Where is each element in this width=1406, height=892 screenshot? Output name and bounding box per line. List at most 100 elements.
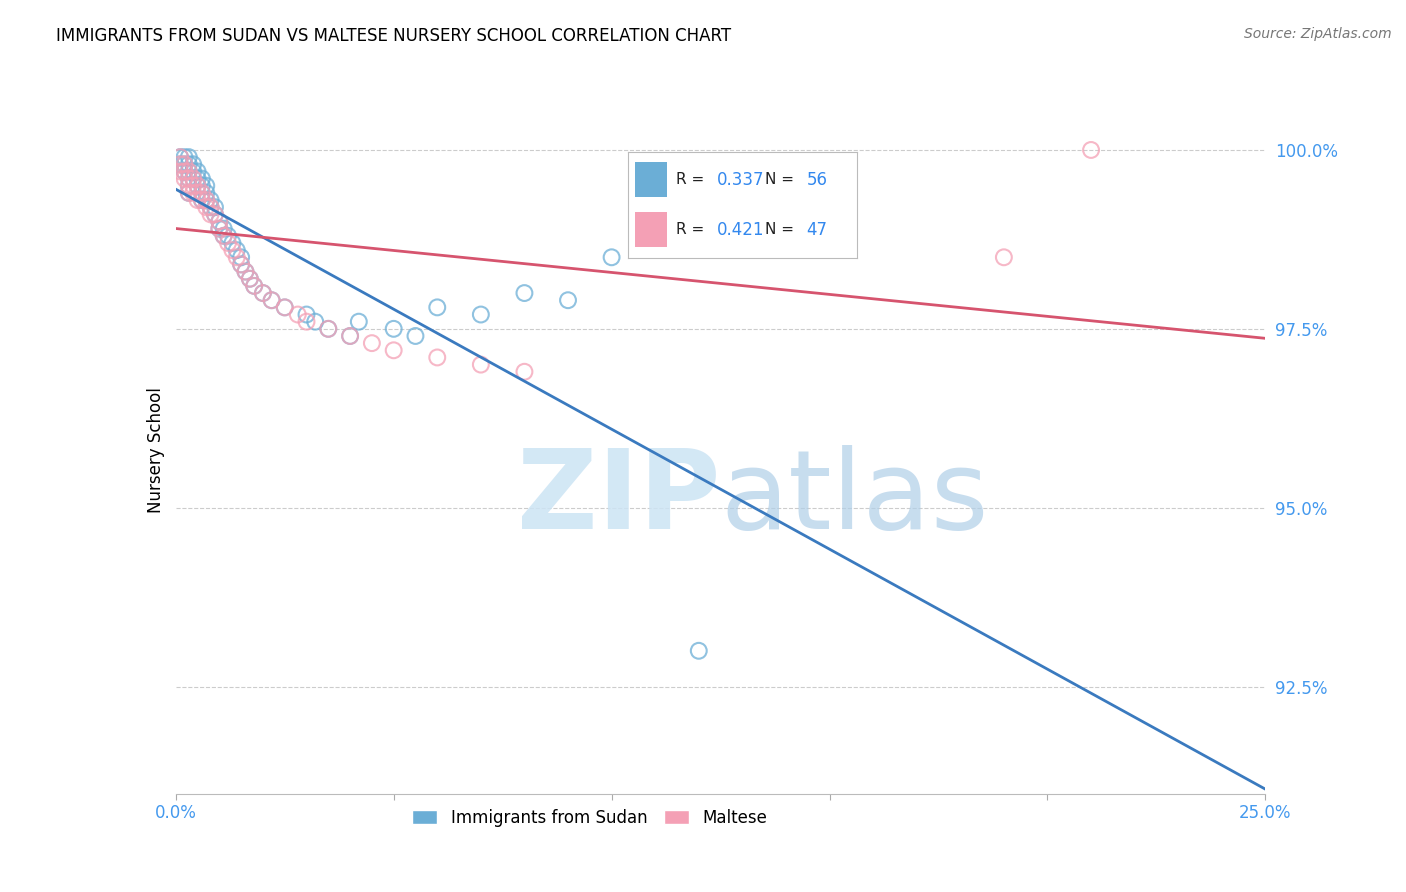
Point [181,157,204,171]
Point [186,178,209,193]
Point [200,207,222,221]
Text: N =: N = [765,172,799,187]
Point [212,221,235,235]
Legend: Immigrants from Sudan, Maltese: Immigrants from Sudan, Maltese [406,802,773,834]
Point [231,257,253,271]
Point [204,207,226,221]
Point [225,250,247,264]
Point [304,315,326,329]
Point [221,243,243,257]
Point [191,171,214,186]
Point [191,193,214,207]
Point [204,207,226,221]
Point [200,200,222,214]
Point [347,315,370,329]
Text: 0.421: 0.421 [717,221,765,239]
Point [208,221,231,235]
Point [339,329,361,343]
Point [169,150,191,164]
Point [181,171,204,186]
Point [195,200,218,214]
Point [212,228,235,243]
Point [382,322,405,336]
Point [181,178,204,193]
Text: 47: 47 [807,221,828,239]
Point [225,243,247,257]
Point [177,186,200,200]
Point [173,157,195,171]
Point [177,178,200,193]
Point [274,301,297,315]
Text: 0.337: 0.337 [717,171,765,189]
Point [557,293,579,308]
Point [173,157,195,171]
Point [600,250,623,264]
Point [217,235,239,250]
Point [177,171,200,186]
Point [181,171,204,186]
Point [688,644,710,658]
Text: ZIP: ZIP [517,445,721,552]
Y-axis label: Nursery School: Nursery School [146,387,165,514]
Point [195,178,218,193]
Point [204,200,226,214]
Point [169,150,191,164]
Point [173,164,195,178]
Point [231,250,253,264]
Point [186,186,209,200]
Point [195,193,218,207]
Point [217,228,239,243]
Point [513,365,536,379]
Point [173,164,195,178]
Point [235,264,257,278]
Point [177,164,200,178]
Point [191,193,214,207]
Point [169,157,191,171]
Point [212,228,235,243]
Point [208,221,231,235]
Point [177,186,200,200]
Point [260,293,283,308]
Point [181,186,204,200]
Point [405,329,427,343]
Point [177,150,200,164]
Point [173,171,195,186]
Point [195,193,218,207]
Point [252,286,274,301]
Point [200,193,222,207]
Point [195,186,218,200]
Point [470,308,492,322]
Point [239,271,262,285]
Point [208,214,231,228]
Bar [636,162,666,197]
Bar [636,212,666,247]
Point [231,257,253,271]
Point [200,200,222,214]
Point [426,351,449,365]
Point [470,358,492,372]
Point [186,193,209,207]
Point [177,171,200,186]
Point [295,308,318,322]
Point [252,286,274,301]
Point [993,250,1015,264]
Point [221,235,243,250]
Text: IMMIGRANTS FROM SUDAN VS MALTESE NURSERY SCHOOL CORRELATION CHART: IMMIGRANTS FROM SUDAN VS MALTESE NURSERY… [56,27,731,45]
Point [318,322,340,336]
Point [191,186,214,200]
Text: atlas: atlas [721,445,988,552]
Point [274,301,297,315]
Point [287,308,309,322]
Point [186,164,209,178]
Text: Source: ZipAtlas.com: Source: ZipAtlas.com [1244,27,1392,41]
Point [295,315,318,329]
Point [208,214,231,228]
Point [186,171,209,186]
Point [426,301,449,315]
Text: R =: R = [676,222,709,237]
Point [173,150,195,164]
Point [169,164,191,178]
Point [360,336,382,351]
Point [169,157,191,171]
Point [186,178,209,193]
